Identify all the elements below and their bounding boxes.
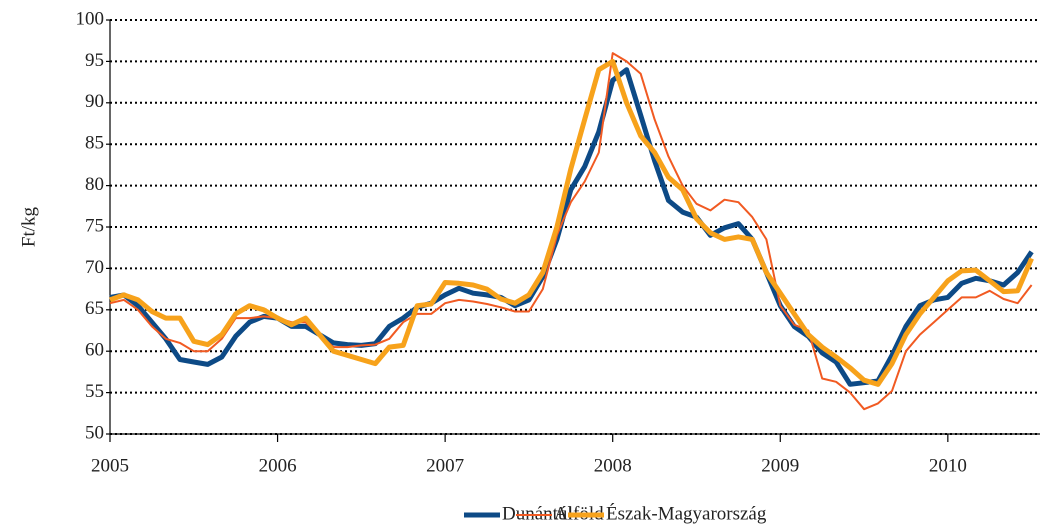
series-line — [109, 58, 1034, 387]
y-tick-label: 100 — [76, 8, 105, 29]
x-tick-label: 2009 — [761, 455, 799, 476]
y-tick-label: 55 — [85, 381, 104, 402]
y-tick-label: 50 — [85, 422, 104, 443]
x-tick-label: 2006 — [259, 455, 297, 476]
y-tick-label: 70 — [85, 257, 104, 278]
y-tick-label: 75 — [85, 215, 104, 236]
y-tick-label: 65 — [85, 298, 104, 319]
y-tick-label: 60 — [85, 340, 104, 361]
x-tick-label: 2007 — [426, 455, 464, 476]
x-tick-label: 2008 — [594, 455, 632, 476]
legend-label: Dunántúl — [502, 503, 573, 524]
x-tick-label: 2010 — [929, 455, 967, 476]
y-tick-label: 90 — [85, 91, 104, 112]
x-tick-label: 2005 — [91, 455, 129, 476]
series-line — [109, 52, 1033, 411]
legend: DunántúlAlföldÉszak-Magyarország — [464, 502, 767, 524]
y-axis-label: Ft/kg — [18, 206, 39, 247]
legend-label: Észak-Magyarország — [606, 502, 767, 524]
y-tick-label: 85 — [85, 133, 104, 154]
y-tick-label: 95 — [85, 50, 104, 71]
y-tick-label: 80 — [85, 174, 104, 195]
